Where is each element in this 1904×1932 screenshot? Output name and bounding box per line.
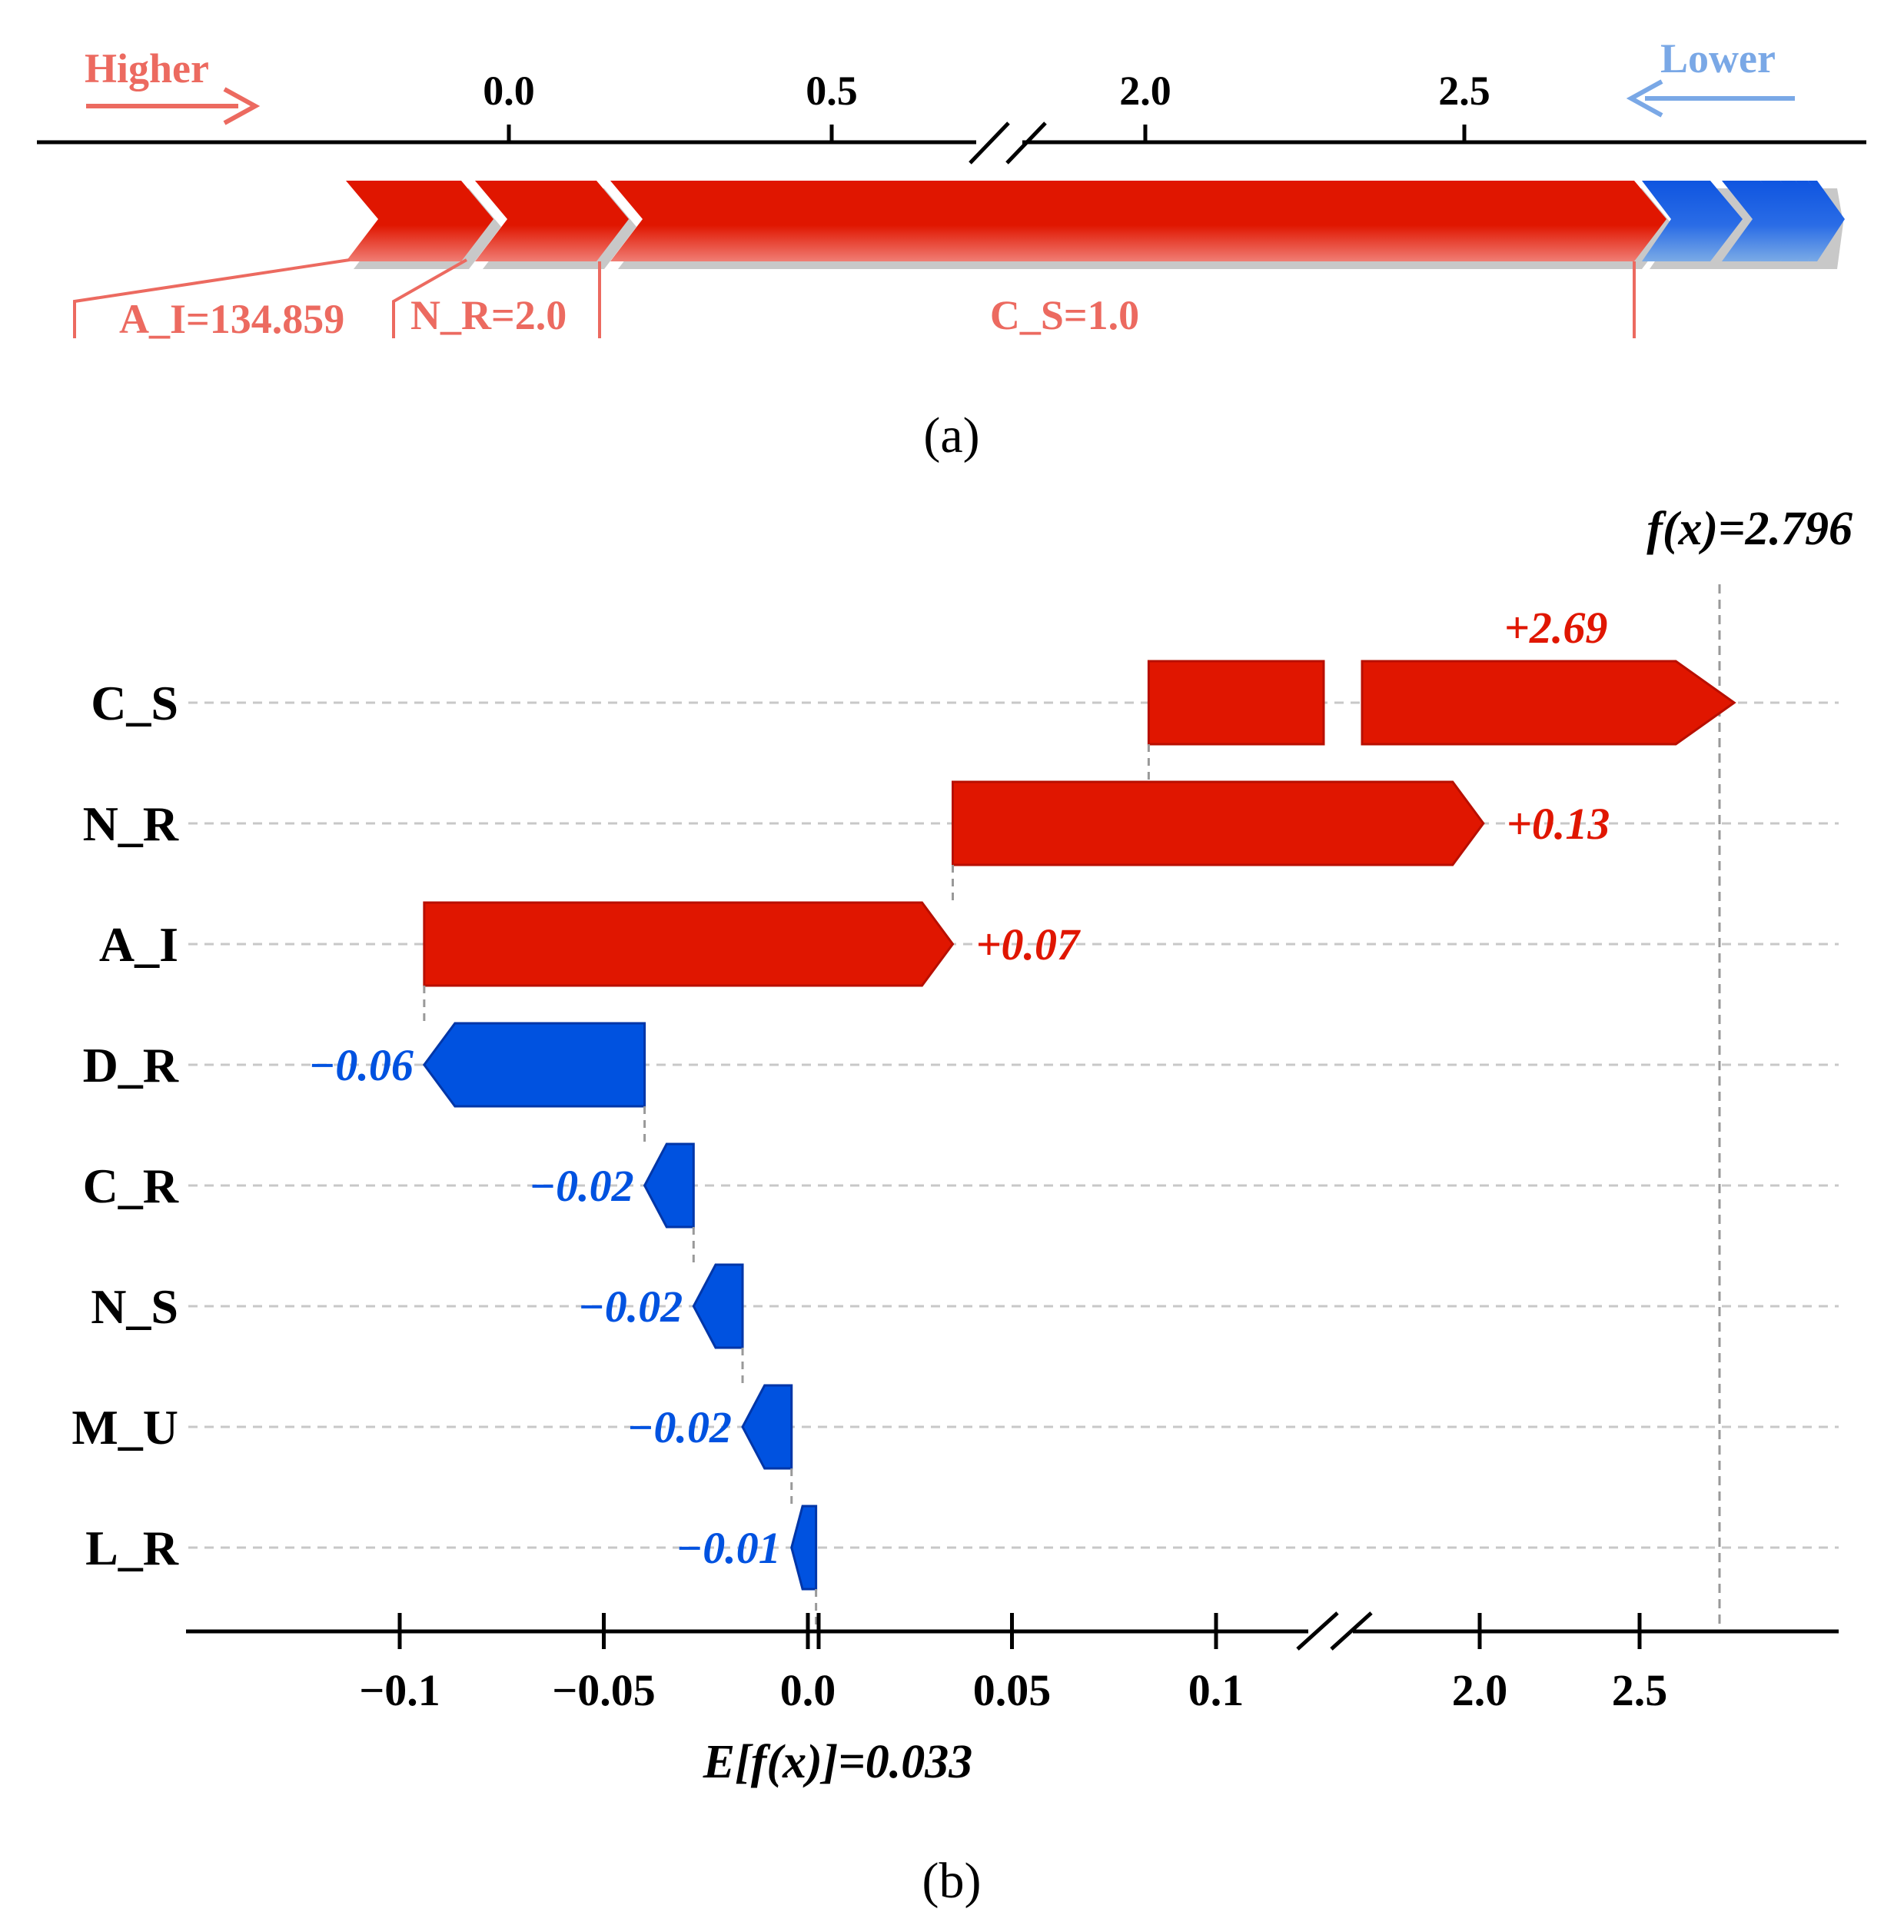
x-tick-label: 0.05	[973, 1665, 1052, 1715]
force-bar-negative	[1642, 181, 1743, 261]
feature-name-label: M_U	[71, 1400, 178, 1455]
value-label: +2.69	[1504, 603, 1608, 653]
force-bar-n-r	[475, 181, 629, 261]
force-bar-c-s	[610, 181, 1666, 261]
feature-name-label: L_R	[85, 1521, 179, 1575]
force-tick-label: 0.5	[806, 68, 858, 114]
bar-n-r	[952, 780, 1485, 866]
x-axis-break	[1296, 1611, 1373, 1651]
feature-name-label: N_S	[91, 1279, 178, 1334]
force-feature-label: A_I=134.859	[119, 296, 344, 342]
force-bar-negative	[1760, 181, 1809, 261]
feature-name-label: N_R	[83, 796, 179, 851]
x-tick-label: 0.1	[1188, 1665, 1244, 1715]
force-bar-negative	[1780, 181, 1823, 261]
x-tick-label: 2.0	[1452, 1665, 1508, 1715]
base-value-label: E[f(x)]=0.033	[703, 1736, 972, 1788]
value-label: −0.02	[529, 1161, 634, 1211]
bar-m-u	[741, 1384, 793, 1470]
force-plot: Higher Lower 0.0 0.5 2.0	[37, 35, 1866, 464]
bar-c-s-arrow	[1361, 660, 1736, 746]
force-axis-tick: 0.0	[483, 68, 535, 142]
x-tick-label: 2.5	[1612, 1665, 1668, 1715]
bar-n-s	[692, 1263, 744, 1349]
force-bar-negative	[1796, 181, 1836, 261]
lower-arrow-icon	[1626, 79, 1795, 118]
value-label: +0.13	[1507, 799, 1610, 849]
higher-arrow-icon	[86, 87, 261, 125]
bar-d-r	[422, 1022, 646, 1108]
bar-c-s-left-segment	[1147, 660, 1325, 746]
feature-name-label: A_I	[99, 917, 178, 972]
feature-name-label: C_R	[83, 1159, 179, 1213]
force-axis-break	[969, 121, 1047, 165]
value-label: −0.06	[308, 1040, 414, 1090]
feature-name-label: C_S	[91, 676, 178, 730]
value-label: −0.01	[676, 1523, 781, 1573]
value-label: −0.02	[578, 1282, 683, 1332]
x-tick-label: 0.0	[780, 1665, 836, 1715]
force-bar-a-i	[346, 181, 493, 261]
bar-l-r	[790, 1505, 818, 1591]
leader-n-r	[392, 258, 467, 338]
feature-name-label: D_R	[83, 1038, 179, 1092]
bar-a-i	[423, 901, 955, 987]
bar-c-r	[643, 1142, 695, 1229]
lower-label: Lower	[1660, 35, 1776, 81]
force-tick-label: 2.0	[1119, 68, 1171, 114]
force-tick-label: 0.0	[483, 68, 535, 114]
leader-a-i	[73, 258, 351, 338]
x-tick-label: −0.1	[359, 1665, 440, 1715]
panel-label-a: (a)	[923, 407, 979, 464]
force-axis-tick: 2.0	[1119, 68, 1171, 142]
output-value-label: f(x)=2.796	[1646, 503, 1852, 555]
force-feature-label: C_S=1.0	[990, 292, 1139, 338]
force-axis-tick: 0.5	[806, 68, 858, 142]
panel-label-b: (b)	[922, 1853, 982, 1909]
value-label: +0.07	[976, 919, 1082, 969]
force-tick-label: 2.5	[1438, 68, 1490, 114]
higher-label: Higher	[85, 45, 209, 91]
force-feature-label: N_R=2.0	[410, 292, 567, 338]
force-bar-negative	[1808, 181, 1845, 261]
waterfall-plot: f(x)=2.796 C_S +2.69 N_R +0.13 A_I +0.07 D_R −0…	[71, 503, 1852, 1909]
x-tick-label: −0.05	[552, 1665, 656, 1715]
value-label: −0.02	[626, 1402, 732, 1452]
force-axis-tick: 2.5	[1438, 68, 1490, 142]
